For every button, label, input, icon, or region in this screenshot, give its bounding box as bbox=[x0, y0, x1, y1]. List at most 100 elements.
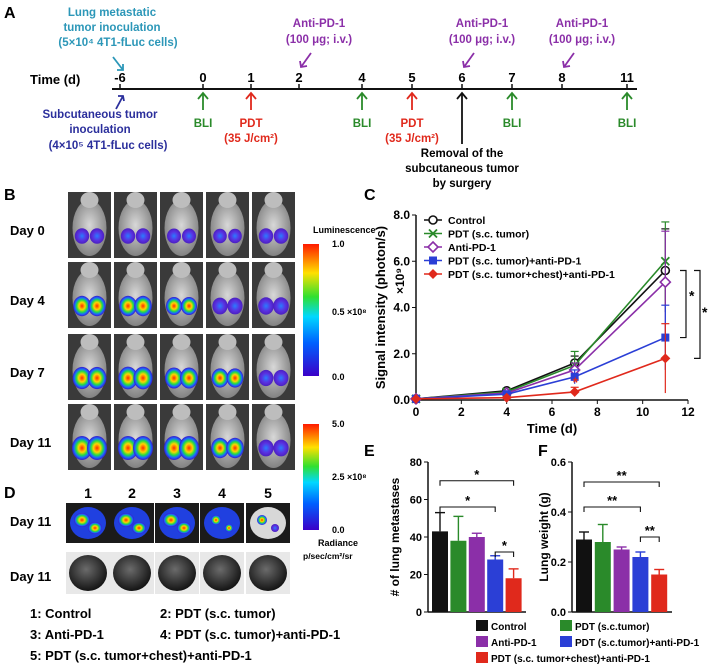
sig-bracket bbox=[494, 551, 515, 557]
c-y-axis-label: Signal intensity (photon/s) bbox=[373, 226, 388, 389]
bli-signal bbox=[133, 436, 153, 460]
bli-signal bbox=[164, 436, 184, 460]
bar-legend-label: Control bbox=[491, 622, 527, 633]
lung-column-labels: 1 2 3 4 5 bbox=[84, 485, 272, 501]
group-legend-4: 4: PDT (s.c. tumor)+anti-PD-1 bbox=[160, 627, 340, 642]
lung-bli-signal bbox=[204, 507, 240, 539]
lung-inoc-line3: (5×10⁴ 4T1-fLuc cells) bbox=[58, 37, 177, 49]
bar-y-axis-label: # of lung metastases bbox=[388, 477, 402, 596]
mouse-head bbox=[126, 334, 145, 350]
event-arrow-head bbox=[506, 91, 518, 100]
bar-y-tick-label: 60 bbox=[410, 495, 422, 507]
bli-signal bbox=[258, 369, 274, 387]
bli-signal bbox=[135, 228, 151, 244]
lung-column-label: 4 bbox=[218, 485, 226, 501]
anti-pd1-dose: (100 μg; i.v.) bbox=[449, 34, 515, 46]
bar-legend-label: PDT (s.c.tumor)+anti-PD-1 bbox=[575, 638, 700, 649]
sig-label: ** bbox=[607, 493, 618, 508]
lung-photo bbox=[203, 555, 241, 591]
lung-bli-hotspot bbox=[177, 522, 191, 534]
bli-signal bbox=[273, 369, 289, 387]
bar-legend-swatch bbox=[560, 620, 572, 631]
subcut-arrow-head bbox=[118, 95, 125, 102]
anti-pd1-arrow bbox=[463, 52, 475, 68]
sig-bracket bbox=[439, 506, 496, 512]
bar bbox=[505, 578, 522, 612]
lung-bli-hotspot bbox=[88, 522, 102, 534]
c-sig-bracket bbox=[694, 269, 701, 359]
mouse-image bbox=[160, 262, 203, 328]
mouse-image bbox=[68, 192, 111, 258]
mouse-image bbox=[114, 262, 157, 328]
mouse-image bbox=[68, 334, 111, 400]
timeline-tick-label: 7 bbox=[508, 70, 515, 85]
c-point bbox=[428, 215, 438, 225]
bli-signal bbox=[226, 437, 244, 459]
bli-label: BLI bbox=[503, 118, 522, 130]
mouse-head bbox=[264, 192, 283, 208]
sig-bracket bbox=[439, 480, 515, 486]
c-x-tick-label: 4 bbox=[503, 405, 510, 419]
mouse-image bbox=[206, 192, 249, 258]
bli-signal bbox=[119, 295, 137, 317]
panel-label-b: B bbox=[4, 187, 16, 204]
mouse-body bbox=[256, 342, 291, 398]
mouse-body bbox=[256, 270, 291, 326]
bar-y-tick-label: 0.4 bbox=[551, 507, 567, 519]
bar-y-tick-label: 0 bbox=[416, 607, 422, 619]
mouse-image bbox=[206, 262, 249, 328]
c-series-line bbox=[415, 281, 666, 400]
lung-bli-hotspot bbox=[118, 513, 134, 527]
c-series-line bbox=[415, 336, 666, 400]
bli-signal bbox=[133, 366, 153, 390]
mouse-body bbox=[164, 200, 199, 256]
bar-legend-swatch bbox=[560, 636, 572, 647]
event-arrow-head bbox=[245, 91, 257, 100]
mouse-head bbox=[218, 404, 237, 420]
mouse-image bbox=[252, 192, 295, 258]
c-legend-label: Anti-PD-1 bbox=[448, 242, 496, 254]
lung-column-label: 3 bbox=[173, 485, 181, 501]
c-point bbox=[428, 228, 438, 239]
sig-label: * bbox=[474, 467, 480, 482]
bli-signal bbox=[118, 366, 138, 390]
c-series bbox=[412, 304, 670, 403]
bli-day-label: Day 0 bbox=[10, 223, 45, 238]
timeline-ticks: -6 0 1 2 4 5 6 7 8 11 bbox=[114, 70, 634, 89]
panel-label-e: E bbox=[364, 443, 375, 460]
c-series bbox=[411, 323, 671, 404]
event-arrow-head bbox=[356, 91, 368, 100]
lung-bli-signal bbox=[70, 507, 106, 539]
bli-signal bbox=[166, 297, 182, 315]
bli-signal bbox=[273, 297, 289, 315]
timeline-tick-label: 6 bbox=[458, 70, 465, 85]
lung-row-label-2: Day 11 bbox=[10, 569, 51, 584]
subcut-inoc-line2: inoculation bbox=[69, 124, 130, 136]
bar bbox=[632, 557, 649, 612]
panel-a-timeline: A Lung metastatic tumor inoculation (5×1… bbox=[4, 5, 637, 190]
mouse-image bbox=[160, 404, 203, 470]
c-point bbox=[569, 386, 580, 397]
lung-images bbox=[66, 503, 290, 594]
subcut-arrow bbox=[115, 95, 124, 110]
c-x-tick-label: 2 bbox=[458, 405, 465, 419]
bli-signal bbox=[227, 297, 243, 315]
c-point bbox=[659, 275, 672, 289]
bar-y-axis-label: Lung weight (g) bbox=[537, 492, 551, 581]
mouse-body bbox=[72, 200, 107, 256]
bli-signal bbox=[211, 437, 229, 459]
mouse-image bbox=[114, 192, 157, 258]
sig-label: ** bbox=[617, 468, 628, 483]
bli-signal bbox=[182, 228, 196, 244]
bli-signal bbox=[273, 439, 289, 457]
group-legend-3: 3: Anti-PD-1 bbox=[30, 627, 104, 642]
c-y-tick-label: 0.0 bbox=[393, 393, 410, 407]
c-series-line bbox=[415, 357, 666, 400]
timeline-axis-label: Time (d) bbox=[30, 72, 80, 87]
bli-signal bbox=[213, 228, 227, 244]
c-series-line bbox=[415, 260, 666, 400]
bli-signal bbox=[211, 368, 229, 388]
event-arrow-head bbox=[197, 91, 209, 100]
c-y-multiplier: ×10⁹ bbox=[393, 268, 407, 294]
